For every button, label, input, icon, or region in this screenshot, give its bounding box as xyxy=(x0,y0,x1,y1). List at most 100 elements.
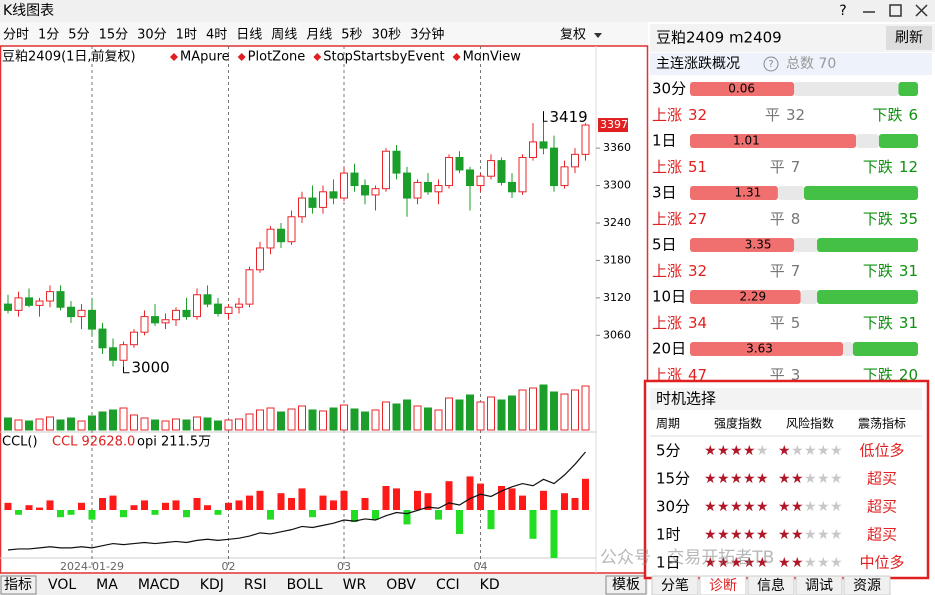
indicator-tab[interactable]: CCI xyxy=(436,577,460,593)
close-button[interactable] xyxy=(915,4,928,17)
candle-body xyxy=(497,160,506,183)
breadth-segment xyxy=(898,82,918,96)
indicator-tab[interactable]: VOL xyxy=(48,577,76,593)
indicator-name[interactable]: StopStartsbyEvent xyxy=(323,50,444,65)
ccl-bar xyxy=(561,493,568,510)
volume-bar xyxy=(224,419,233,431)
indicator-tab[interactable]: OBV xyxy=(386,577,416,593)
star: ★ xyxy=(743,443,756,459)
star: ★ xyxy=(756,527,769,543)
count-value: 35 xyxy=(899,210,918,228)
side-tab[interactable]: 资源 xyxy=(853,578,881,594)
period-tab[interactable]: 15分 xyxy=(99,28,129,43)
count-label: 下跌 xyxy=(872,106,902,124)
ccl-bar xyxy=(582,478,589,510)
last-price-box xyxy=(598,118,628,133)
indicator-tab[interactable]: KD xyxy=(480,577,500,593)
period-tab[interactable]: 5秒 xyxy=(341,28,362,43)
count-value: 32 xyxy=(786,106,805,124)
volume-bar xyxy=(413,405,422,431)
star: ★ xyxy=(778,555,791,571)
count-label: 下跌 xyxy=(863,262,893,280)
indicator-tab[interactable]: RSI xyxy=(244,577,267,593)
period-tab[interactable]: 1分 xyxy=(38,28,59,43)
help-icon[interactable] xyxy=(763,56,779,72)
period-tab[interactable]: 1时 xyxy=(176,28,197,43)
candle-body xyxy=(77,309,86,318)
ccl-bar xyxy=(57,510,64,518)
help-button[interactable]: ? xyxy=(839,3,846,19)
candle-body xyxy=(371,188,380,196)
period-tab[interactable]: 周线 xyxy=(271,28,297,43)
period-tab[interactable]: 分时 xyxy=(3,28,29,43)
count-label: 上涨 xyxy=(652,106,682,124)
candle-body xyxy=(4,303,12,311)
period-tab[interactable]: 月线 xyxy=(306,28,332,43)
period-bar xyxy=(0,22,648,46)
indicator-tab[interactable]: MA xyxy=(96,577,118,593)
period-tab[interactable]: 30分 xyxy=(137,28,167,43)
count-value: 8 xyxy=(791,210,801,228)
side-tab[interactable]: 调试 xyxy=(805,578,833,594)
star: ★ xyxy=(730,527,743,543)
star: ★ xyxy=(791,471,804,487)
indicator-tab[interactable]: BOLL xyxy=(287,577,323,593)
period-tab[interactable]: 日线 xyxy=(236,28,262,43)
timing-title: 时机选择 xyxy=(656,390,716,408)
count-down: 下跌 12 xyxy=(863,158,918,176)
candle-body xyxy=(550,147,558,187)
period-tab[interactable]: 4时 xyxy=(206,28,227,43)
star: ★ xyxy=(717,471,730,487)
volume-bar xyxy=(151,419,159,431)
star: ★ xyxy=(778,499,791,515)
volume-bar xyxy=(287,408,296,431)
volume-bar xyxy=(109,409,117,431)
volume-bar xyxy=(539,384,548,431)
side-tab-bg xyxy=(843,575,891,595)
help-icon-text[interactable]: ? xyxy=(768,59,773,70)
breadth-segment xyxy=(777,186,804,200)
period-tab[interactable]: 3分钟 xyxy=(410,27,444,43)
refresh-button[interactable]: 刷新 xyxy=(895,30,923,46)
indicator-tab[interactable]: KDJ xyxy=(200,577,224,593)
period-tab[interactable]: 30秒 xyxy=(372,28,402,43)
volume-bar xyxy=(350,408,359,431)
x-tick-label: 04 xyxy=(474,560,488,573)
indicator-tab[interactable]: MACD xyxy=(138,577,180,593)
ccl-bar xyxy=(67,510,75,515)
side-tab[interactable]: 信息 xyxy=(757,577,785,594)
side-tab[interactable]: 分笔 xyxy=(661,578,689,594)
template-tab[interactable]: 模板 xyxy=(612,577,640,593)
count-flat: 平 32 xyxy=(765,106,805,124)
candle-body xyxy=(529,141,537,158)
indicator-name[interactable]: MonView xyxy=(463,50,522,65)
adjust-menu[interactable]: 复权 xyxy=(560,27,586,43)
star: ★ xyxy=(830,499,843,515)
ccl-bar xyxy=(288,498,295,510)
timing-period: 1日 xyxy=(656,554,681,572)
side-tab[interactable]: 诊断 xyxy=(709,578,737,594)
indicator-tab[interactable]: 指标 xyxy=(4,577,32,593)
ccl-bar xyxy=(25,505,33,510)
period-tab[interactable]: 5分 xyxy=(68,28,89,43)
volume-bar xyxy=(46,416,54,431)
volume-bar xyxy=(319,410,327,431)
indicator-tab[interactable]: WR xyxy=(343,577,367,593)
star: ★ xyxy=(743,499,756,515)
ccl-bar xyxy=(298,488,306,510)
star: ★ xyxy=(791,527,804,543)
ccl-bar xyxy=(550,510,558,558)
indicator-name[interactable]: MApure xyxy=(180,50,230,65)
refresh-button-bg[interactable] xyxy=(886,26,932,50)
count-label: 平 xyxy=(770,262,785,280)
y-tick-label: 3180 xyxy=(603,253,631,266)
maximize-button[interactable] xyxy=(889,4,902,17)
star: ★ xyxy=(830,471,843,487)
volume-bar xyxy=(25,420,33,431)
count-label: 上涨 xyxy=(652,158,682,176)
indicator-name[interactable]: PlotZone xyxy=(248,50,306,65)
candle-body xyxy=(560,166,569,187)
star: ★ xyxy=(704,499,717,515)
volume-bar xyxy=(193,416,201,431)
